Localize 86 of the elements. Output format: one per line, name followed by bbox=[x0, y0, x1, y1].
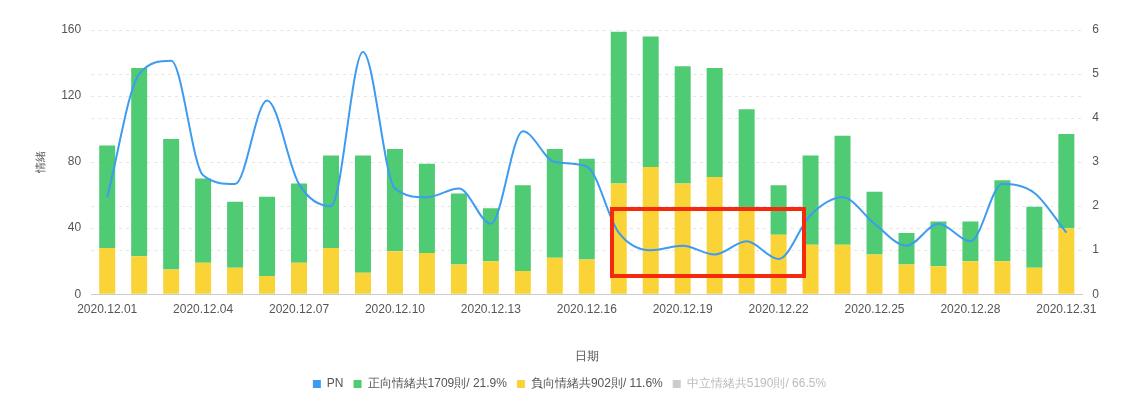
bar bbox=[1026, 206, 1043, 268]
bar bbox=[131, 67, 148, 257]
bar bbox=[866, 254, 883, 294]
bar bbox=[227, 267, 244, 294]
x-tick-label: 2020.12.28 bbox=[940, 301, 1001, 316]
x-tick-label: 2020.12.25 bbox=[844, 301, 905, 316]
y2-tick-label: 4 bbox=[1092, 110, 1100, 125]
x-tick-label: 2020.12.13 bbox=[460, 301, 522, 316]
y-tick-label: 80 bbox=[67, 154, 82, 169]
y2-tick-label: 6 bbox=[1092, 22, 1100, 37]
bar bbox=[131, 256, 148, 294]
x-axis-title: 日期 bbox=[574, 349, 599, 364]
bar bbox=[834, 244, 851, 294]
legend-label: 中立情緒共5190則/ 66.5% bbox=[686, 376, 827, 391]
x-tick-label: 2020.12.10 bbox=[364, 301, 426, 316]
bar bbox=[962, 261, 979, 294]
bar bbox=[578, 158, 595, 260]
x-tick-label: 2020.12.22 bbox=[748, 301, 809, 316]
bar bbox=[738, 109, 755, 209]
bar bbox=[930, 266, 947, 294]
y2-tick-label: 3 bbox=[1092, 154, 1100, 169]
bar bbox=[323, 247, 339, 294]
y-tick-label: 0 bbox=[74, 286, 82, 301]
x-tick-label: 2020.12.01 bbox=[77, 301, 138, 316]
bar bbox=[994, 261, 1011, 294]
bar bbox=[323, 155, 339, 248]
bar bbox=[354, 272, 371, 294]
y-tick-label: 40 bbox=[67, 220, 82, 235]
bar bbox=[354, 155, 371, 273]
bar bbox=[834, 135, 851, 245]
bar bbox=[1058, 228, 1075, 294]
bar bbox=[866, 191, 883, 255]
x-tick-label: 2020.12.31 bbox=[1036, 301, 1097, 316]
bar bbox=[514, 271, 531, 294]
y2-tick-label: 2 bbox=[1092, 198, 1100, 213]
bar bbox=[1026, 267, 1043, 294]
bar bbox=[642, 36, 659, 168]
bar bbox=[291, 183, 308, 263]
bar bbox=[482, 208, 499, 262]
bar bbox=[227, 201, 244, 268]
bar bbox=[259, 276, 276, 294]
bar bbox=[386, 148, 403, 252]
bar bbox=[546, 148, 563, 258]
bar bbox=[898, 233, 915, 265]
line-series bbox=[106, 51, 1068, 260]
bar bbox=[1058, 134, 1075, 229]
bar bbox=[386, 251, 403, 294]
bar bbox=[482, 261, 499, 294]
bar bbox=[930, 221, 947, 267]
bar bbox=[163, 269, 180, 294]
bar bbox=[994, 180, 1011, 262]
legend-label: 正向情緒共1709則/ 21.9% bbox=[367, 376, 508, 391]
bar bbox=[99, 247, 116, 294]
bar bbox=[642, 167, 659, 294]
bar bbox=[195, 178, 212, 263]
x-tick-label: 2020.12.19 bbox=[652, 301, 714, 316]
bar bbox=[898, 264, 915, 294]
y-tick-label: 120 bbox=[61, 88, 82, 103]
x-tick-label: 2020.12.07 bbox=[269, 301, 330, 316]
y-axis-title: 情緒 bbox=[33, 151, 46, 175]
bar bbox=[163, 138, 180, 270]
legend-label: PN bbox=[326, 376, 344, 391]
x-tick-label: 2020.12.16 bbox=[556, 301, 618, 316]
y2-tick-label: 1 bbox=[1092, 242, 1100, 257]
bar bbox=[674, 66, 691, 184]
legend-label: 負向情緒共902則/ 11.6% bbox=[530, 376, 664, 391]
bar bbox=[195, 262, 212, 294]
y2-tick-label: 5 bbox=[1092, 66, 1100, 81]
bar bbox=[546, 257, 563, 294]
bar bbox=[770, 185, 787, 235]
bar bbox=[99, 145, 116, 248]
bar bbox=[610, 31, 627, 184]
bar bbox=[450, 193, 467, 265]
bar bbox=[962, 221, 979, 262]
bar bbox=[578, 259, 595, 294]
bar bbox=[706, 67, 723, 177]
bar bbox=[418, 252, 435, 294]
bar bbox=[514, 185, 531, 272]
bar bbox=[450, 264, 467, 294]
bar bbox=[259, 196, 276, 277]
x-tick-label: 2020.12.04 bbox=[173, 301, 234, 316]
bar bbox=[674, 183, 691, 294]
y-tick-label: 160 bbox=[61, 22, 82, 37]
y2-tick-label: 0 bbox=[1092, 286, 1100, 301]
bar bbox=[291, 262, 308, 294]
bar bbox=[418, 163, 435, 253]
